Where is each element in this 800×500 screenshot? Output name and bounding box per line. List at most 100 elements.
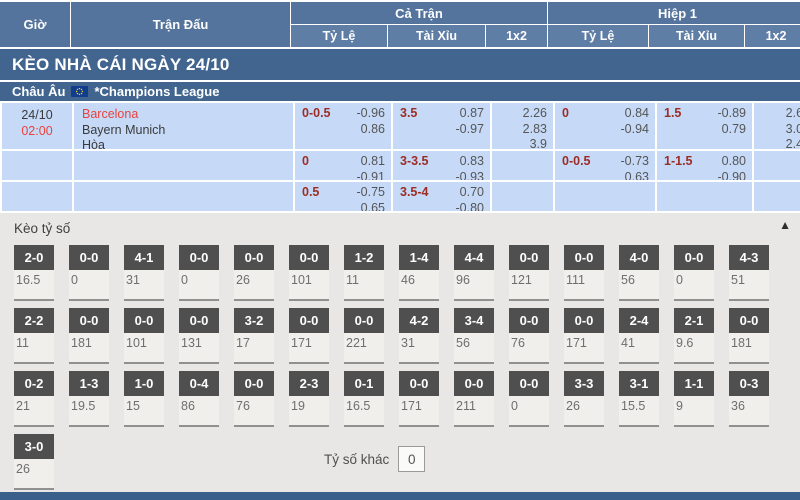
score-odds-cell[interactable]: 0-0 101 <box>289 245 329 301</box>
score-odds-cell[interactable]: 0-0 171 <box>564 308 604 364</box>
odds-value[interactable]: -0.96 <box>356 106 386 120</box>
odds-value[interactable]: 2.48 <box>785 137 800 149</box>
odds-value[interactable]: 0.81 <box>360 154 385 168</box>
score-odds[interactable]: 211 <box>454 396 494 427</box>
score-odds-cell[interactable]: 4-4 96 <box>454 245 494 301</box>
odds-value[interactable]: 0.65 <box>360 200 385 212</box>
score-odds-cell[interactable]: 0-4 86 <box>179 371 219 427</box>
odds-value[interactable]: 2.26 <box>522 106 547 120</box>
ft-overunder-cell[interactable]: 3.5 0.87 -0.97 <box>393 103 490 149</box>
score-odds[interactable]: 46 <box>399 270 439 301</box>
score-odds[interactable]: 0 <box>69 270 109 301</box>
ft-overunder-cell[interactable]: 3.5-4 0.70 -0.80 <box>393 182 490 211</box>
score-odds-cell[interactable]: 0-0 0 <box>509 371 549 427</box>
score-odds-cell[interactable]: 2-4 41 <box>619 308 659 364</box>
score-odds[interactable]: 17 <box>234 333 274 364</box>
score-odds-cell[interactable]: 0-3 36 <box>729 371 769 427</box>
odds-value[interactable]: 2.69 <box>785 106 800 120</box>
other-score-box[interactable]: 0 <box>398 446 426 472</box>
score-odds[interactable]: 181 <box>729 333 769 364</box>
score-odds-cell[interactable]: 1-2 11 <box>344 245 384 301</box>
score-odds[interactable]: 19.5 <box>69 396 109 427</box>
score-odds[interactable]: 181 <box>69 333 109 364</box>
score-odds-cell[interactable]: 3-2 17 <box>234 308 274 364</box>
odds-value[interactable]: -0.97 <box>455 121 485 136</box>
score-odds-cell[interactable]: 1-0 15 <box>124 371 164 427</box>
score-odds[interactable]: 0 <box>509 396 549 427</box>
score-odds-cell[interactable]: 2-2 11 <box>14 308 54 364</box>
odds-value[interactable]: -0.90 <box>717 169 747 181</box>
odds-value[interactable]: 0.70 <box>459 185 484 199</box>
score-odds-cell[interactable]: 1-1 9 <box>674 371 714 427</box>
score-odds[interactable]: 101 <box>289 270 329 301</box>
score-odds[interactable]: 221 <box>344 333 384 364</box>
score-odds[interactable]: 86 <box>179 396 219 427</box>
score-odds-cell[interactable]: 0-0 101 <box>124 308 164 364</box>
score-odds[interactable]: 26 <box>234 270 274 301</box>
score-odds-cell[interactable]: 4-3 51 <box>729 245 769 301</box>
score-odds-cell[interactable]: 0-0 221 <box>344 308 384 364</box>
score-odds-cell[interactable]: 0-0 76 <box>234 371 274 427</box>
score-odds[interactable]: 96 <box>454 270 494 301</box>
league-name[interactable]: *Champions League <box>94 84 220 99</box>
score-odds[interactable]: 41 <box>619 333 659 364</box>
score-odds[interactable]: 36 <box>729 396 769 427</box>
score-odds[interactable]: 51 <box>729 270 769 301</box>
h1-overunder-cell[interactable]: 1.5 -0.89 0.79 <box>657 103 752 149</box>
odds-value[interactable]: -0.89 <box>717 106 747 120</box>
score-odds-cell[interactable]: 0-0 76 <box>509 308 549 364</box>
score-odds[interactable]: 31 <box>399 333 439 364</box>
score-odds-cell[interactable]: 0-0 26 <box>234 245 274 301</box>
score-odds-cell[interactable]: 0-0 111 <box>564 245 604 301</box>
score-odds[interactable]: 11 <box>344 270 384 301</box>
score-odds[interactable]: 131 <box>179 333 219 364</box>
score-odds[interactable]: 15.5 <box>619 396 659 427</box>
score-odds-cell[interactable]: 3-4 56 <box>454 308 494 364</box>
score-odds[interactable]: 26 <box>564 396 604 427</box>
ft-overunder-cell[interactable]: 3-3.5 0.83 -0.93 <box>393 151 490 180</box>
odds-value[interactable]: 0.79 <box>721 121 746 136</box>
score-odds[interactable]: 16.5 <box>14 270 54 301</box>
h1-overunder-cell[interactable]: 1-1.5 0.80 -0.90 <box>657 151 752 180</box>
score-odds-cell[interactable]: 1-3 19.5 <box>69 371 109 427</box>
odds-value[interactable]: 0.80 <box>721 154 746 168</box>
score-odds-cell[interactable]: 3-1 15.5 <box>619 371 659 427</box>
score-odds-cell[interactable]: 3-3 26 <box>564 371 604 427</box>
odds-value[interactable]: 3.9 <box>529 137 547 149</box>
score-odds-cell[interactable]: 0-0 0 <box>674 245 714 301</box>
score-odds-cell[interactable]: 2-3 19 <box>289 371 329 427</box>
score-odds-cell[interactable]: 4-1 31 <box>124 245 164 301</box>
score-odds[interactable]: 9 <box>674 396 714 427</box>
score-odds[interactable]: 16.5 <box>344 396 384 427</box>
score-odds[interactable]: 19 <box>289 396 329 427</box>
score-odds-cell[interactable]: 1-4 46 <box>399 245 439 301</box>
score-odds[interactable]: 0 <box>674 270 714 301</box>
odds-value[interactable]: -0.80 <box>455 200 485 212</box>
score-odds-cell[interactable]: 0-0 181 <box>69 308 109 364</box>
score-odds[interactable]: 15 <box>124 396 164 427</box>
score-odds[interactable]: 21 <box>14 396 54 427</box>
odds-value[interactable]: 0.87 <box>459 106 484 120</box>
score-odds-cell[interactable]: 3-0 26 <box>14 434 54 490</box>
odds-value[interactable]: 2.83 <box>522 121 547 136</box>
odds-value[interactable]: 0.86 <box>360 121 385 136</box>
score-odds[interactable]: 56 <box>619 270 659 301</box>
odds-value[interactable]: 3.05 <box>785 121 800 136</box>
score-odds-cell[interactable]: 2-0 16.5 <box>14 245 54 301</box>
score-odds-cell[interactable]: 0-0 171 <box>289 308 329 364</box>
score-odds-cell[interactable]: 0-0 171 <box>399 371 439 427</box>
score-odds[interactable]: 171 <box>399 396 439 427</box>
odds-value[interactable]: -0.91 <box>356 169 386 181</box>
score-odds-cell[interactable]: 0-0 0 <box>179 245 219 301</box>
odds-value[interactable]: 0.83 <box>459 154 484 168</box>
score-odds[interactable]: 9.6 <box>674 333 714 364</box>
score-odds[interactable]: 0 <box>179 270 219 301</box>
score-odds[interactable]: 171 <box>289 333 329 364</box>
score-odds-cell[interactable]: 0-0 211 <box>454 371 494 427</box>
score-odds[interactable]: 121 <box>509 270 549 301</box>
score-odds-cell[interactable]: 0-0 121 <box>509 245 549 301</box>
odds-value[interactable]: -0.93 <box>455 169 485 181</box>
h1-1x2-cell[interactable]: 2.69 3.05 2.48 <box>754 103 800 149</box>
odds-value[interactable]: 0.63 <box>624 169 649 181</box>
score-odds[interactable]: 111 <box>564 270 604 301</box>
